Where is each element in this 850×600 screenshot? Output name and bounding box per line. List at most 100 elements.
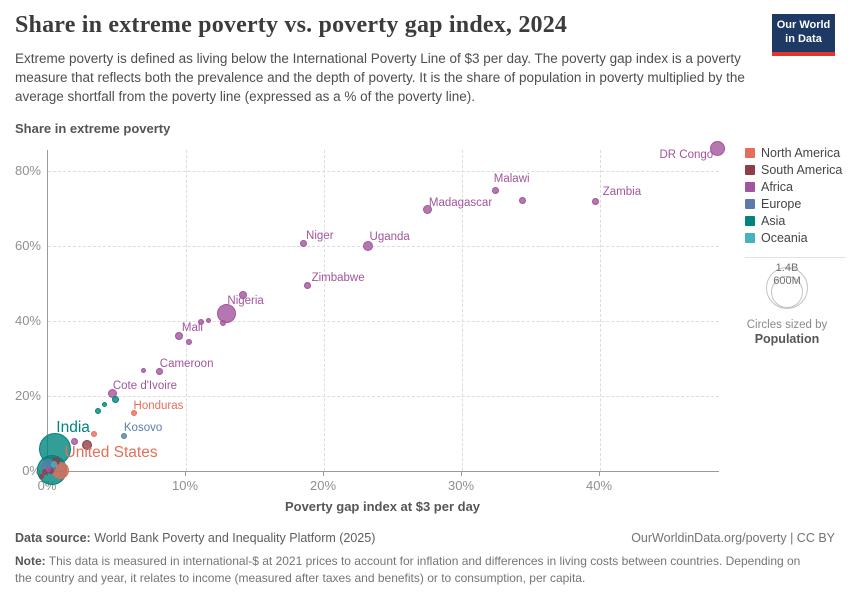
data-point-uganda[interactable] — [363, 240, 374, 251]
legend-label: South America — [761, 162, 843, 177]
legend-swatch-north_america — [745, 147, 755, 158]
data-point[interactable] — [50, 461, 57, 468]
data-point[interactable] — [140, 367, 146, 373]
footnote-text: This data is measured in international-$… — [15, 554, 801, 586]
data-point[interactable] — [519, 197, 527, 205]
size-label-inner: 600M — [773, 275, 801, 287]
country-label-niger[interactable]: Niger — [306, 229, 334, 242]
x-axis-title: Poverty gap index at $3 per day — [284, 499, 481, 514]
legend-item-north_america[interactable]: North America — [745, 144, 847, 161]
v-gridline — [186, 150, 187, 471]
y-tick-label: 80% — [14, 163, 41, 178]
country-label-malawi[interactable]: Malawi — [493, 172, 530, 185]
x-tick-mark — [323, 472, 324, 476]
size-circle-outer — [766, 267, 808, 309]
country-label-madagascar[interactable]: Madagascar — [428, 196, 493, 209]
data-point-zimbabwe[interactable] — [303, 282, 311, 290]
legend-items: North America South America Africa Europe As… — [745, 144, 847, 246]
legend-item-oceania[interactable]: Oceania — [745, 229, 847, 246]
data-point-malawi[interactable] — [491, 187, 499, 195]
chart-footer: Data source: World Bank Poverty and Ineq… — [15, 531, 835, 588]
country-label-zambia[interactable]: Zambia — [602, 186, 642, 198]
data-point[interactable] — [205, 317, 211, 323]
country-label-mali[interactable]: Mali — [181, 322, 203, 335]
footnote: Note: This data is measured in internati… — [15, 553, 815, 588]
page-title: Share in extreme poverty vs. poverty gap… — [15, 12, 568, 38]
country-label-honduras[interactable]: Honduras — [133, 400, 184, 413]
data-point[interactable] — [238, 291, 247, 300]
chart-header: Share in extreme poverty vs. poverty gap… — [15, 12, 755, 106]
y-tick-label: 40% — [14, 313, 41, 328]
data-point-honduras[interactable] — [130, 409, 137, 416]
v-gridline — [324, 150, 325, 471]
country-label-india[interactable]: India — [56, 418, 90, 436]
data-point-kosovo[interactable] — [120, 432, 127, 439]
legend-label: North America — [761, 145, 841, 160]
owid-logo[interactable]: Our World in Data — [772, 14, 835, 56]
data-point[interactable] — [42, 469, 49, 476]
legend-item-africa[interactable]: Africa — [745, 178, 847, 195]
chart-area: Share in extreme poverty 0% 20% 40% 60% 80% … — [0, 118, 850, 520]
data-point-dr-congo[interactable] — [709, 141, 725, 157]
x-tick-label: 30% — [447, 478, 475, 493]
size-legend-caption-bold: Population — [754, 332, 820, 346]
data-point[interactable] — [94, 408, 101, 414]
data-point[interactable] — [112, 395, 120, 403]
country-label-uganda[interactable]: Uganda — [369, 231, 410, 243]
footnote-label: Note: — [15, 554, 46, 568]
x-tick-mark — [599, 472, 600, 476]
data-point[interactable] — [102, 401, 108, 407]
legend-label: Europe — [761, 196, 802, 211]
data-point[interactable] — [185, 338, 192, 345]
data-point[interactable] — [81, 439, 92, 450]
country-label-dr-congo[interactable]: DR Congo — [659, 149, 714, 162]
data-source: Data source: World Bank Poverty and Ineq… — [15, 531, 375, 545]
data-point[interactable] — [198, 319, 205, 326]
legend-swatch-asia — [745, 215, 755, 226]
h-gridline — [48, 321, 719, 322]
x-tick-mark — [185, 472, 186, 476]
h-gridline — [48, 246, 719, 247]
data-point-mali[interactable] — [175, 331, 184, 340]
country-label-united-states[interactable]: United States — [64, 444, 158, 461]
data-point-nigeria[interactable] — [216, 304, 236, 323]
size-label-outer: 1.4B — [775, 262, 799, 274]
size-legend: 1.4B 600M — [745, 259, 847, 315]
country-label-kosovo[interactable]: Kosovo — [123, 421, 163, 434]
v-gridline — [600, 150, 601, 471]
h-gridline — [48, 171, 719, 172]
y-axis-title: Share in extreme poverty — [15, 121, 171, 136]
plot-area: DR Congo Malawi Zambia Madagascar Uganda Nige… — [37, 141, 725, 485]
country-label-nigeria[interactable]: Nigeria — [227, 295, 264, 308]
x-tick-label: 40% — [585, 478, 613, 493]
data-point[interactable] — [90, 431, 97, 438]
data-point[interactable] — [45, 467, 51, 473]
h-gridline — [48, 396, 719, 397]
credit-link[interactable]: OurWorldinData.org/poverty | CC BY — [631, 531, 835, 545]
country-label-zimbabwe[interactable]: Zimbabwe — [311, 271, 365, 284]
country-label-cote-d-ivoire[interactable]: Cote d'Ivoire — [112, 379, 178, 392]
data-point[interactable] — [70, 437, 78, 445]
data-source-label: Data source: — [15, 531, 91, 545]
y-tick-label: 60% — [14, 238, 41, 253]
legend-item-south_america[interactable]: South America — [745, 161, 847, 178]
legend-swatch-europe — [745, 198, 755, 209]
data-point[interactable] — [38, 474, 44, 480]
legend-item-europe[interactable]: Europe — [745, 195, 847, 212]
data-point-cameroon[interactable] — [156, 368, 164, 376]
legend-item-asia[interactable]: Asia — [745, 212, 847, 229]
legend-label: Asia — [761, 213, 786, 228]
logo-red-bar — [772, 51, 835, 56]
x-tick-mark — [461, 472, 462, 476]
legend-label: Africa — [761, 179, 793, 194]
data-point-madagascar[interactable] — [423, 204, 432, 214]
data-point-zambia[interactable] — [592, 197, 600, 205]
data-point-niger[interactable] — [299, 240, 307, 248]
data-source-text: World Bank Poverty and Inequality Platfo… — [94, 531, 376, 545]
legend-divider — [745, 257, 846, 258]
logo-line-1: Our World — [776, 19, 831, 31]
legend-swatch-south_america — [745, 164, 755, 175]
country-label-cameroon[interactable]: Cameroon — [159, 358, 214, 371]
data-point[interactable] — [220, 320, 227, 327]
